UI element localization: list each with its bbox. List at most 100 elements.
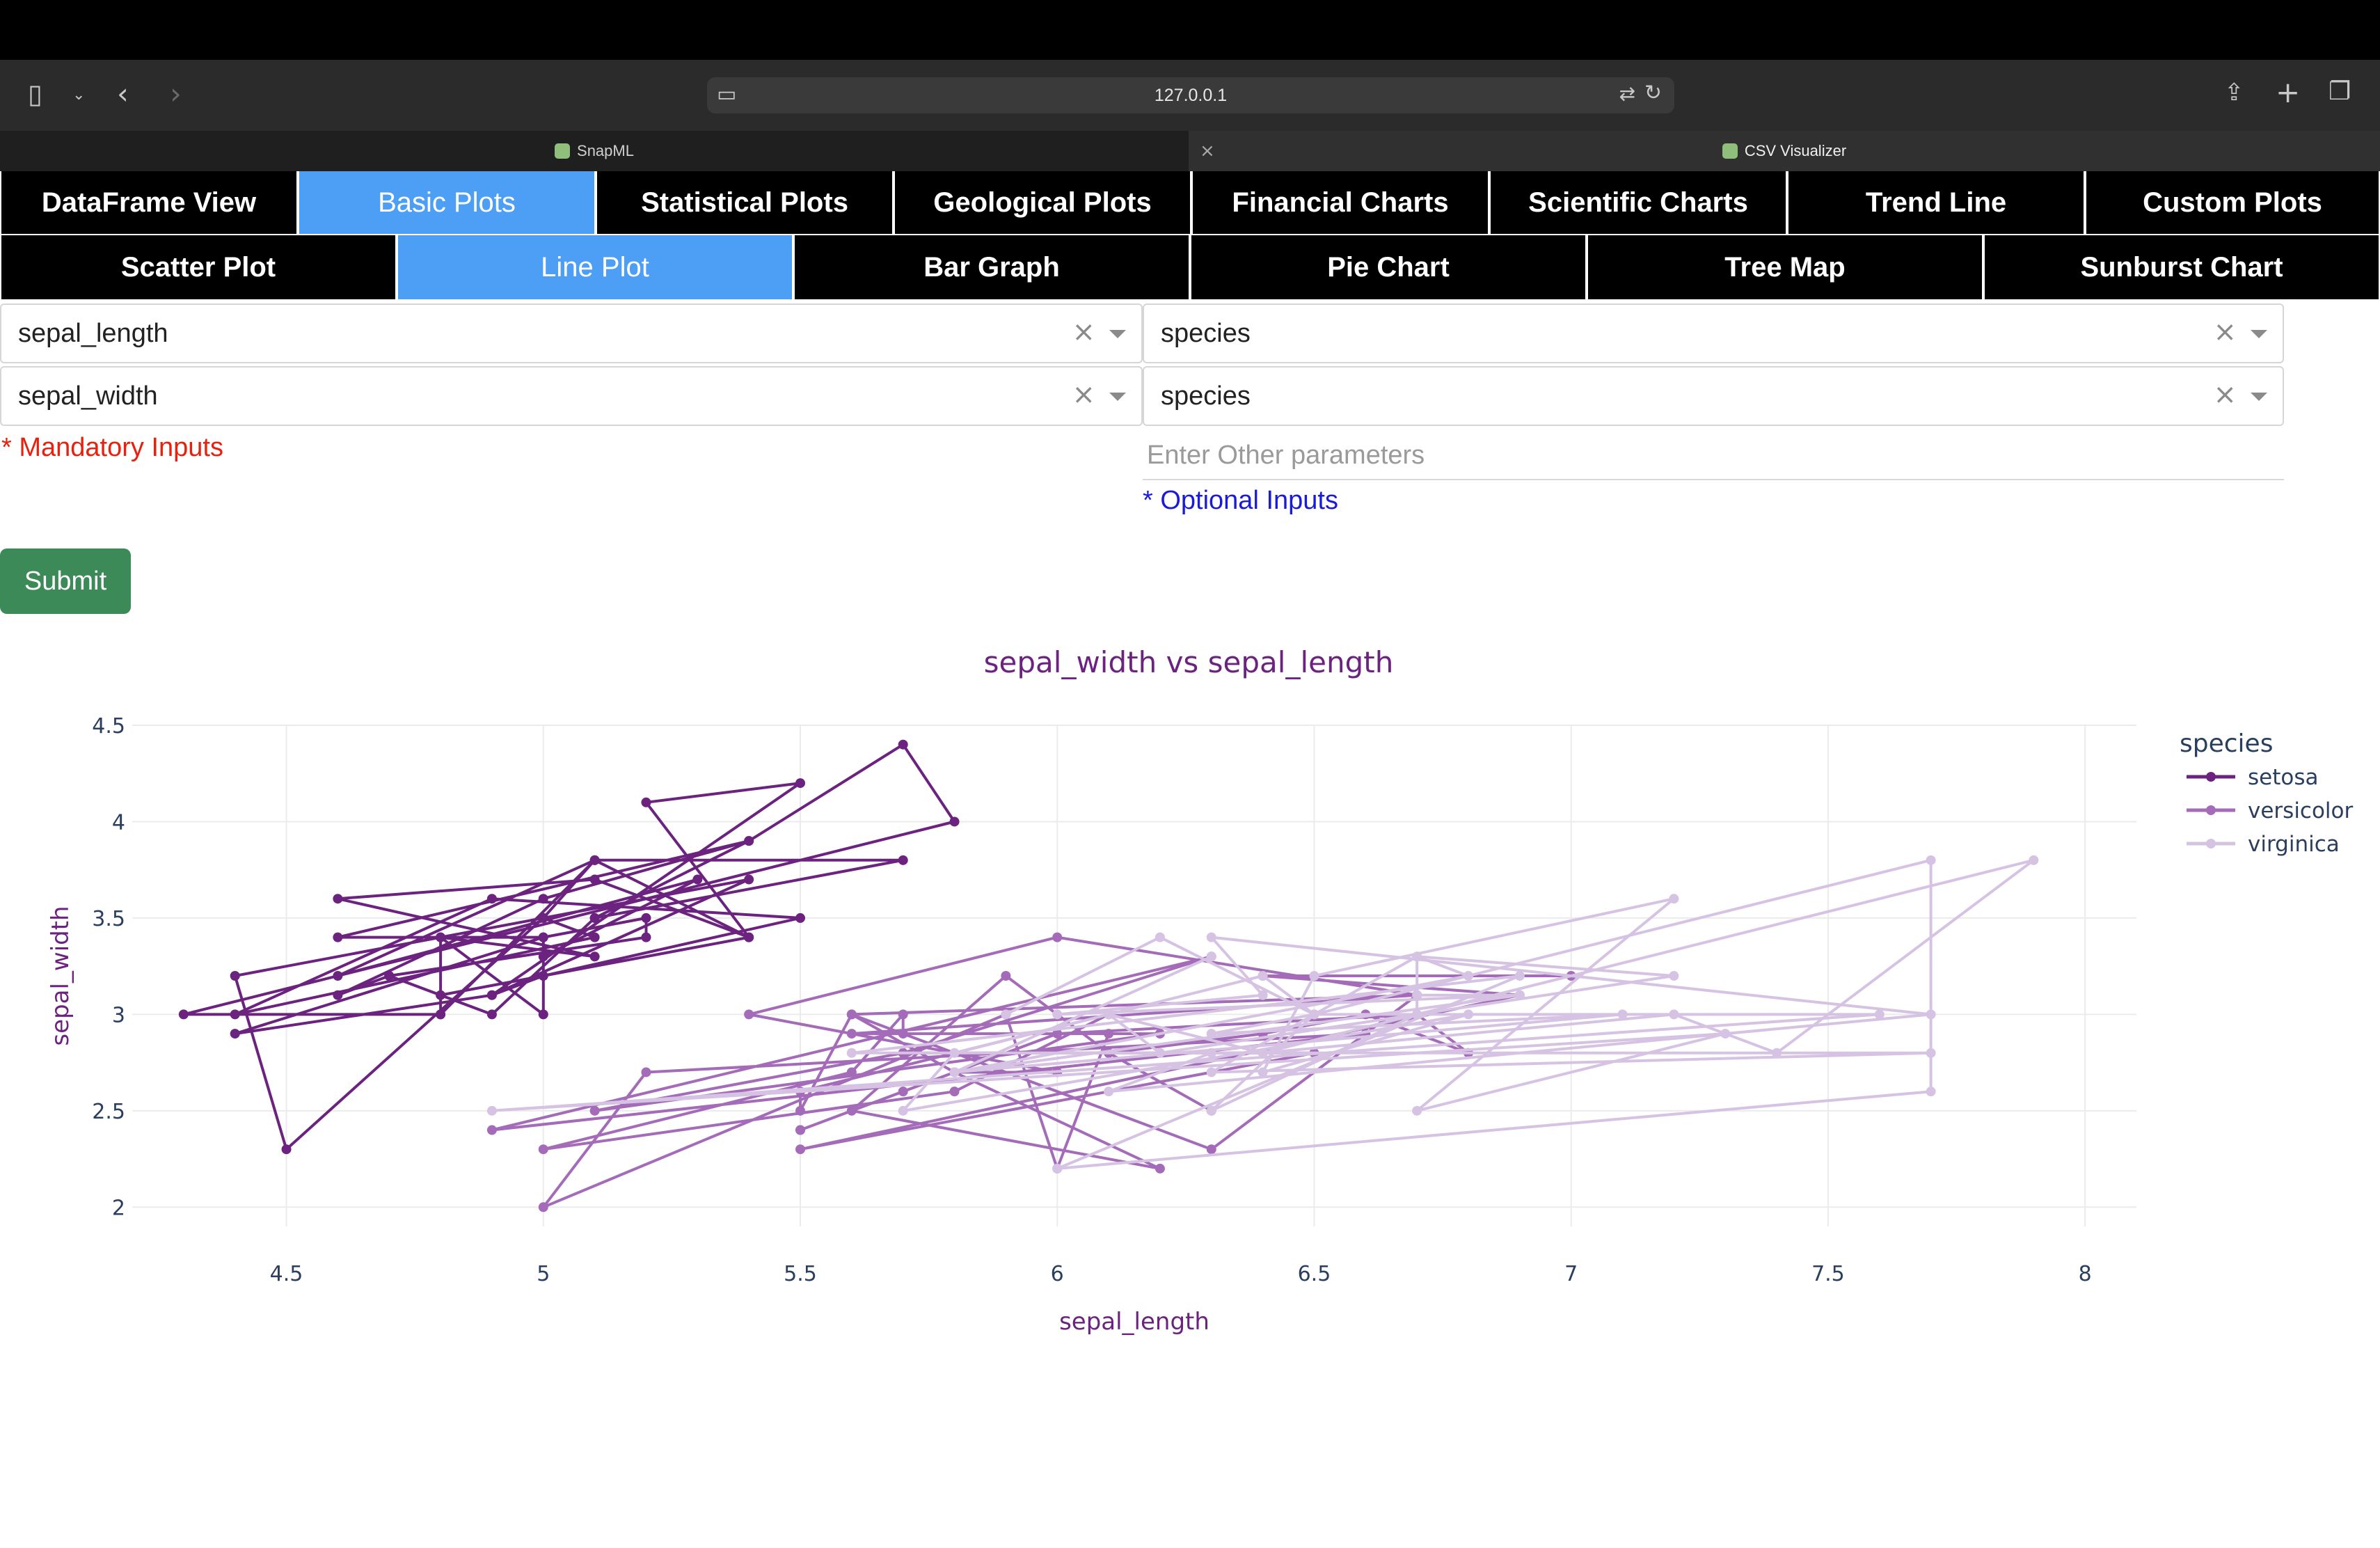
data-point xyxy=(846,1029,857,1039)
x-tick-label: 5 xyxy=(537,1262,550,1286)
subtab-tree-map[interactable]: Tree Map xyxy=(1587,235,1983,301)
clear-icon[interactable]: × xyxy=(1072,379,1095,411)
line-chart: 4.5 5 5.5 6 6.5 7 7.5 8 2 2.5 3 3.5 4 4.5 sepal_width … xyxy=(47,645,2354,1336)
data-point xyxy=(1514,990,1525,1000)
data-point xyxy=(436,932,446,942)
subtab-bar-graph[interactable]: Bar Graph xyxy=(793,235,1190,301)
tab-trend-line[interactable]: Trend Line xyxy=(1787,171,2085,235)
back-icon[interactable]: ‹ xyxy=(117,77,129,111)
x-tick-label: 6.5 xyxy=(1298,1262,1331,1286)
y-tick-label: 2 xyxy=(112,1196,125,1220)
data-point xyxy=(949,1048,960,1058)
subtab-scatter-plot[interactable]: Scatter Plot xyxy=(0,235,397,301)
page-menu-icon[interactable]: ▭ xyxy=(717,82,737,106)
tab-statistical-plots[interactable]: Statistical Plots xyxy=(596,171,894,235)
data-point xyxy=(1206,1067,1216,1077)
new-tab-icon[interactable]: + xyxy=(2276,75,2301,109)
subtab-line-plot[interactable]: Line Plot xyxy=(397,235,793,301)
series-line-setosa xyxy=(182,743,956,1151)
clear-icon[interactable]: × xyxy=(2213,379,2237,411)
data-point xyxy=(1874,1009,1885,1020)
subtab-sunburst-chart[interactable]: Sunburst Chart xyxy=(1983,235,2380,301)
clear-icon[interactable]: × xyxy=(1072,316,1095,348)
data-point xyxy=(1926,1087,1936,1097)
data-point xyxy=(1669,971,1679,981)
data-point xyxy=(1720,1029,1731,1039)
y-tick-label: 2.5 xyxy=(92,1100,125,1124)
data-point xyxy=(1052,932,1063,942)
browser-tab-snapml[interactable]: SnapML xyxy=(0,131,1189,171)
chart-legend: species setosa versicolor virginica xyxy=(2180,729,2354,857)
data-point xyxy=(589,913,600,923)
address-bar[interactable]: ▭ 127.0.0.1 ⇄ ↻ xyxy=(707,77,1674,113)
data-point xyxy=(744,1009,754,1020)
data-point xyxy=(281,1144,292,1155)
main-plot-category-tabs: DataFrame View Basic Plots Statistical Plo… xyxy=(0,171,2380,235)
tab-scientific-charts[interactable]: Scientific Charts xyxy=(1489,171,1787,235)
data-point xyxy=(1669,1009,1679,1020)
data-point xyxy=(1052,1163,1063,1174)
data-point xyxy=(1155,1048,1165,1058)
data-point xyxy=(230,1029,240,1039)
submit-button[interactable]: Submit xyxy=(0,548,131,614)
data-point xyxy=(898,1105,908,1116)
data-point xyxy=(333,894,343,904)
data-point xyxy=(486,990,497,1000)
data-point xyxy=(538,1202,548,1213)
data-point xyxy=(1206,1105,1216,1116)
data-point xyxy=(692,874,703,885)
x-axis-dropdown[interactable]: sepal_length × xyxy=(0,303,1143,363)
forward-icon[interactable]: › xyxy=(170,77,182,111)
data-point xyxy=(1104,1087,1114,1097)
subtab-pie-chart[interactable]: Pie Chart xyxy=(1190,235,1587,301)
legend-item-versicolor: versicolor xyxy=(2248,798,2354,823)
other-parameters-input[interactable] xyxy=(1143,432,2284,480)
chevron-down-icon[interactable] xyxy=(2251,393,2267,401)
data-point xyxy=(1309,1009,1319,1020)
data-point xyxy=(949,1067,960,1077)
data-point xyxy=(1926,1009,1936,1020)
data-point xyxy=(1926,855,1936,865)
data-point xyxy=(486,1009,497,1020)
tab-financial-charts[interactable]: Financial Charts xyxy=(1191,171,1489,235)
x-axis-value: sepal_length xyxy=(18,319,168,348)
share-icon[interactable]: ⇪ xyxy=(2224,79,2244,106)
data-point xyxy=(1155,1163,1165,1174)
data-point xyxy=(846,1105,857,1116)
data-point xyxy=(178,1009,189,1020)
data-point xyxy=(1617,1009,1628,1020)
browser-tab-strip: SnapML × CSV Visualizer xyxy=(0,131,2380,171)
legend-marker xyxy=(2206,805,2216,815)
series-setosa xyxy=(178,739,960,1155)
chevron-down-icon[interactable] xyxy=(2251,330,2267,338)
data-point xyxy=(538,951,548,962)
browser-tab-csv-visualizer[interactable]: × CSV Visualizer xyxy=(1189,131,2380,171)
color-dropdown[interactable]: species × xyxy=(1143,303,2284,363)
tab-basic-plots[interactable]: Basic Plots xyxy=(298,171,596,235)
translate-icon[interactable]: ⇄ xyxy=(1619,82,1635,105)
data-point xyxy=(641,1067,651,1077)
data-point xyxy=(589,874,600,885)
clear-icon[interactable]: × xyxy=(2213,316,2237,348)
data-point xyxy=(436,1009,446,1020)
data-point xyxy=(384,971,395,981)
data-point xyxy=(795,1125,805,1135)
data-point xyxy=(846,1067,857,1077)
reload-icon[interactable]: ↻ xyxy=(1644,81,1662,105)
data-point xyxy=(589,951,600,962)
data-point xyxy=(846,1048,857,1058)
chevron-down-icon[interactable] xyxy=(1109,330,1126,338)
tab-dataframe-view[interactable]: DataFrame View xyxy=(0,171,298,235)
close-tab-icon[interactable]: × xyxy=(1200,141,1215,161)
data-point xyxy=(1309,971,1319,981)
chevron-down-icon[interactable]: ⌄ xyxy=(72,86,86,104)
y-axis-label: sepal_width xyxy=(47,906,74,1045)
tab-overview-icon[interactable]: ❐ xyxy=(2329,77,2351,106)
chevron-down-icon[interactable] xyxy=(1109,393,1126,401)
data-point xyxy=(1669,894,1679,904)
sidebar-toggle-icon[interactable]: ▯ xyxy=(28,79,42,109)
tab-geological-plots[interactable]: Geological Plots xyxy=(894,171,1191,235)
y-axis-dropdown[interactable]: sepal_width × xyxy=(0,366,1143,426)
line-group-dropdown[interactable]: species × xyxy=(1143,366,2284,426)
tab-custom-plots[interactable]: Custom Plots xyxy=(2085,171,2380,235)
